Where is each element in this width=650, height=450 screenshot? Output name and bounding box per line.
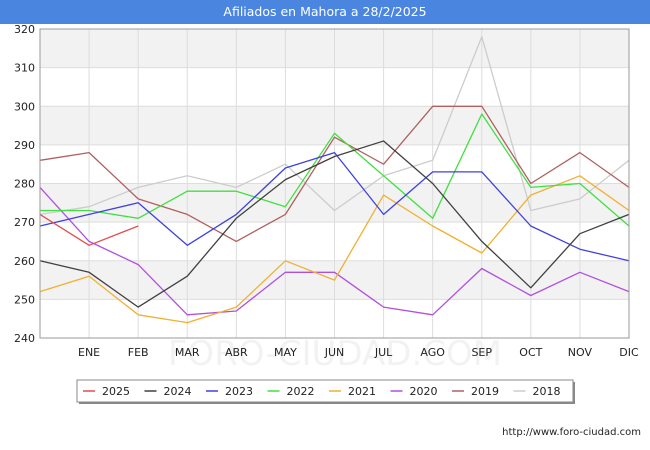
legend-label: 2021 bbox=[348, 385, 376, 398]
x-tick-label: MAY bbox=[274, 346, 297, 359]
legend: 2025 2024 2023 2022 2021 2020 2019 2018 bbox=[76, 379, 575, 404]
y-tick-label: 250 bbox=[14, 293, 35, 306]
legend-label: 2024 bbox=[164, 385, 192, 398]
y-tick-label: 290 bbox=[14, 139, 35, 152]
title-bar: Afiliados en Mahora a 28/2/2025 bbox=[0, 0, 650, 24]
y-tick-label: 270 bbox=[14, 216, 35, 229]
x-tick-label: SEP bbox=[471, 346, 492, 359]
x-tick-label: AGO bbox=[420, 346, 445, 359]
x-tick-label: FEB bbox=[128, 346, 149, 359]
legend-label: 2018 bbox=[533, 385, 561, 398]
credit-text: http://www.foro-ciudad.com bbox=[502, 427, 641, 438]
x-axis-labels: ENE FEB MAR ABR MAY JUN JUL AGO SEP OCT NOV DIC bbox=[78, 346, 639, 359]
y-axis-labels: 240 250 260 270 280 290 300 310 320 bbox=[14, 23, 35, 345]
series-line-2019 bbox=[39, 105, 630, 243]
y-tick-label: 280 bbox=[14, 178, 35, 191]
series-line-2018 bbox=[39, 36, 630, 216]
x-tick-label: DIC bbox=[619, 346, 639, 359]
chart-title: Afiliados en Mahora a 28/2/2025 bbox=[223, 4, 427, 19]
y-tick-label: 260 bbox=[14, 255, 35, 268]
y-tick-label: 310 bbox=[14, 62, 35, 75]
series-line-2020 bbox=[39, 186, 630, 316]
watermark-text: FORO-CIUDAD.COM bbox=[168, 334, 502, 374]
legend-label: 2023 bbox=[225, 385, 253, 398]
series-line-2021 bbox=[39, 175, 630, 324]
x-tick-label: OCT bbox=[519, 346, 542, 359]
legend-label: 2019 bbox=[471, 385, 499, 398]
series-line-2025 bbox=[39, 213, 139, 246]
y-tick-label: 240 bbox=[14, 332, 35, 345]
x-tick-label: ENE bbox=[78, 346, 100, 359]
x-tick-label: MAR bbox=[175, 346, 200, 359]
x-tick-label: JUL bbox=[374, 346, 393, 359]
legend-box bbox=[76, 379, 574, 403]
series-line-2023 bbox=[39, 151, 630, 262]
legend-label: 2022 bbox=[287, 385, 315, 398]
legend-label: 2025 bbox=[102, 385, 130, 398]
series-line-2024 bbox=[39, 140, 630, 308]
series-lines bbox=[39, 36, 630, 324]
plot-frame bbox=[39, 28, 630, 339]
x-tick-label: NOV bbox=[568, 346, 593, 359]
y-tick-label: 300 bbox=[14, 100, 35, 113]
x-tick-label: ABR bbox=[225, 346, 248, 359]
legend-label: 2020 bbox=[410, 385, 438, 398]
x-tick-label: JUN bbox=[324, 346, 345, 359]
series-line-2022 bbox=[40, 113, 630, 227]
y-tick-label: 320 bbox=[14, 23, 35, 36]
